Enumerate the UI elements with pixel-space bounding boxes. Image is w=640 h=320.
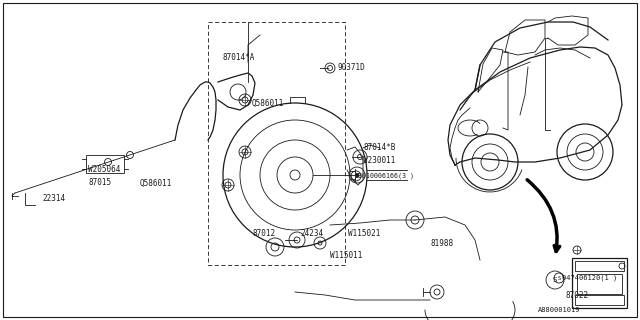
Text: A880001019: A880001019 [538,307,580,313]
Text: W115011: W115011 [330,252,362,260]
Text: B: B [354,173,358,179]
Bar [575,295,624,305]
Text: W205064: W205064 [88,164,120,173]
Text: 22314: 22314 [42,194,65,203]
Text: 87014*B: 87014*B [363,142,396,151]
Text: S: S [557,276,561,281]
Text: Q586011: Q586011 [252,99,284,108]
Text: Q586011: Q586011 [140,179,172,188]
Text: 90371D: 90371D [337,62,365,71]
Text: 87015: 87015 [88,178,111,187]
Bar [86,155,124,173]
Bar [575,261,624,271]
Bar [577,274,622,294]
Text: 87022: 87022 [565,291,588,300]
Text: 87014*A: 87014*A [222,52,254,61]
Text: W230011: W230011 [363,156,396,164]
Text: 87012: 87012 [252,228,275,237]
Text: S: S [553,277,557,283]
Text: 81988: 81988 [430,238,453,247]
Text: B: B [355,172,360,178]
Text: W115021: W115021 [348,228,380,237]
Text: 047406120(1 ): 047406120(1 ) [562,275,617,281]
Text: 24234: 24234 [300,228,323,237]
Text: B010006166(3 ): B010006166(3 ) [358,173,414,179]
Bar [572,258,627,308]
